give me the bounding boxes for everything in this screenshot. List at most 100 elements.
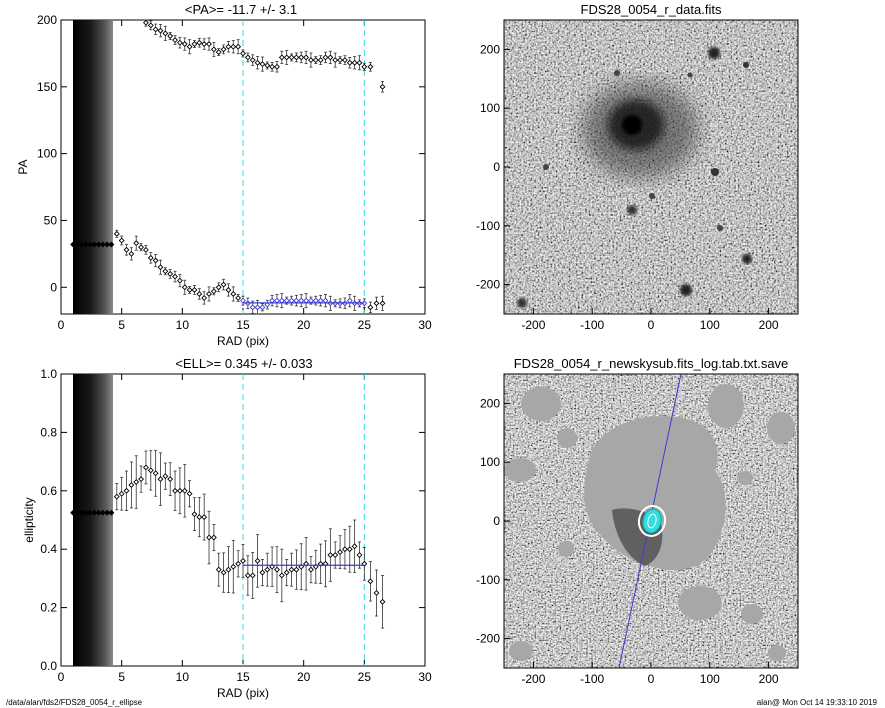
ell-point <box>235 560 242 567</box>
pa-point <box>176 39 183 46</box>
pa-point <box>225 43 232 50</box>
ell-inner-point <box>87 509 94 516</box>
ell-inner-point <box>78 509 85 516</box>
pa-point <box>210 46 217 53</box>
ell-title: <ELL>= 0.345 +/- 0.033 <box>175 356 312 371</box>
pa-point <box>308 297 314 304</box>
pa-point <box>264 301 271 308</box>
pa-ytick-label: 200 <box>37 13 57 27</box>
mask-image-xtick-label: 200 <box>759 672 779 686</box>
mask-image-xtick-label: 0 <box>648 672 655 686</box>
ell-point <box>167 476 174 483</box>
ell-point <box>210 534 217 541</box>
pa-inner-point <box>95 241 102 248</box>
ell-point <box>274 566 280 573</box>
pa-point <box>133 240 140 247</box>
ell-point <box>215 566 222 573</box>
pa-profile-panel: <PA>= -11.7 +/- 3.1 0 5 10 15 20 25 30 0 50 100 15… <box>16 2 432 348</box>
ell-ytick-label: 0.6 <box>40 484 57 498</box>
ell-point <box>341 546 348 553</box>
pa-point <box>379 300 386 307</box>
ell-point <box>118 490 125 497</box>
ell-xtick-label: 10 <box>176 670 190 684</box>
pa-point <box>128 250 135 257</box>
pa-point <box>317 57 324 64</box>
ell-inner-point <box>99 509 106 516</box>
ell-point <box>373 590 380 596</box>
mask-image-panel: FDS28_0054_r_newskysub.fits_log.tab.txt.… <box>476 356 799 686</box>
pa-point <box>327 54 334 61</box>
ell-point <box>327 552 334 558</box>
ell-ytick-label: 0.4 <box>40 542 57 556</box>
ell-point <box>225 566 232 573</box>
ell-point <box>240 557 246 564</box>
pa-point <box>167 270 174 277</box>
pa-point <box>157 264 164 271</box>
mask-image <box>504 374 798 668</box>
pa-inner-point <box>78 241 85 248</box>
ell-point <box>220 569 227 576</box>
ell-point <box>283 569 290 576</box>
data-image-xtick-label: 0 <box>648 318 655 332</box>
ell-xtick-label: 5 <box>118 670 125 684</box>
mask-image-ytick-label: 200 <box>480 396 500 410</box>
data-image-ytick-label: 0 <box>493 160 500 174</box>
ell-point <box>176 487 183 494</box>
pa-point <box>186 287 193 293</box>
ell-point <box>356 552 363 558</box>
ell-point <box>191 511 198 518</box>
pa-point <box>264 62 271 69</box>
pa-xtick-label: 0 <box>58 318 65 332</box>
mask-image-ytick-label: 0 <box>493 514 500 528</box>
pa-point <box>278 297 285 304</box>
pa-point <box>356 59 363 66</box>
pa-point <box>322 297 329 304</box>
pa-ytick-label: 0 <box>50 280 57 294</box>
ell-point <box>162 473 169 480</box>
ell-point <box>157 476 164 483</box>
pa-point <box>308 57 314 64</box>
pa-xlabel: RAD (pix) <box>217 334 269 348</box>
pa-point <box>269 63 276 70</box>
pa-point <box>259 61 266 68</box>
pa-point <box>176 277 183 284</box>
ell-inner-point <box>70 509 77 516</box>
ell-point <box>367 578 374 585</box>
ell-ytick-label: 0.0 <box>40 659 57 673</box>
pa-xtick-label: 15 <box>236 318 250 332</box>
pa-title: <PA>= -11.7 +/- 3.1 <box>185 2 297 17</box>
pa-point <box>152 26 159 33</box>
pa-point <box>230 43 237 50</box>
pa-point <box>278 54 285 61</box>
pa-point <box>367 63 374 70</box>
pa-point <box>346 59 353 66</box>
pa-inner-point <box>74 241 81 248</box>
data-image-xtick-label: -200 <box>521 318 545 332</box>
pa-ytick-label: 50 <box>44 213 58 227</box>
fit-ellipse-inner <box>647 513 657 529</box>
pa-point <box>293 297 300 304</box>
pa-inner-point <box>104 241 111 248</box>
pa-point <box>215 284 222 291</box>
pa-point <box>147 254 154 261</box>
ell-point <box>278 572 285 579</box>
ell-point <box>351 543 358 550</box>
mask-image-ytick-label: -100 <box>476 573 500 587</box>
pa-ylabel: PA <box>16 159 30 174</box>
pa-point <box>288 54 295 61</box>
ell-point <box>293 566 300 573</box>
pa-point <box>244 54 251 61</box>
pa-inner-point <box>108 241 115 248</box>
pa-point <box>220 46 227 53</box>
pa-point <box>147 22 154 29</box>
ell-point <box>259 569 266 576</box>
pa-inner-point <box>87 241 94 248</box>
pa-point <box>191 287 198 293</box>
pa-inner-point <box>91 241 98 248</box>
data-image-title: FDS28_0054_r_data.fits <box>581 2 722 17</box>
pa-point <box>157 27 164 34</box>
ell-point <box>152 470 159 477</box>
pa-point <box>274 63 280 70</box>
data-image-ytick-label: -100 <box>476 219 500 233</box>
pa-point <box>210 288 217 295</box>
